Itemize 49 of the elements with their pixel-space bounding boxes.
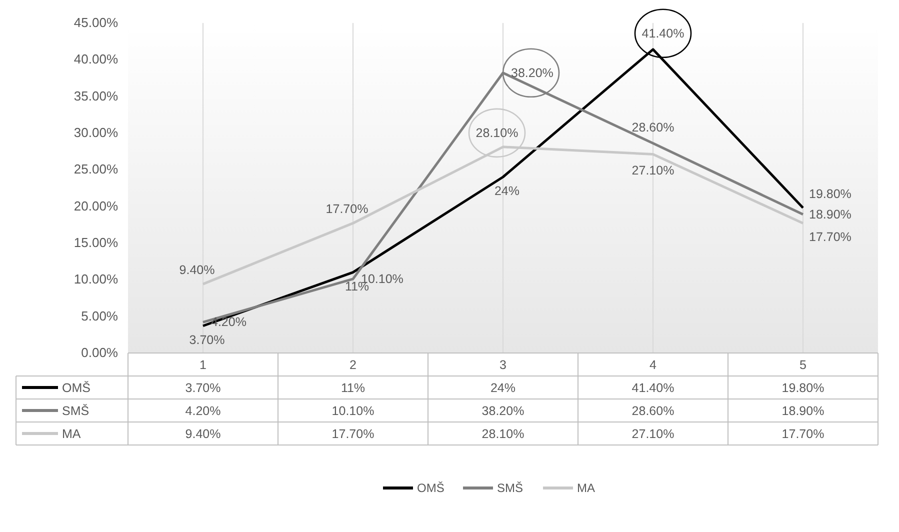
data-label: 41.40% — [632, 381, 674, 395]
y-tick-label: 35.00% — [74, 88, 118, 104]
text: OMŠ — [417, 481, 444, 495]
x-tick-label: 5 — [800, 358, 807, 372]
y-tick-label: 45.00% — [74, 15, 118, 30]
text: MA — [577, 481, 595, 495]
text: 28.10% — [476, 126, 518, 140]
data-label: 19.80% — [782, 381, 824, 395]
data-label: 17.70% — [332, 427, 374, 441]
x-tick-label: 3 — [500, 358, 507, 372]
data-label: 28.10% — [482, 427, 524, 441]
data-label: 27.10% — [632, 427, 674, 441]
data-label: 9.40% — [185, 427, 221, 441]
text: 4.20% — [211, 315, 246, 330]
text: 3.70% — [189, 332, 225, 347]
data-label: 10.10% — [332, 404, 374, 418]
data-label: 11% — [340, 381, 366, 395]
text: 9.40% — [179, 263, 215, 278]
x-tick-label: 2 — [350, 358, 357, 372]
text: 17.70% — [809, 230, 852, 244]
data-label: 28.60% — [632, 404, 674, 418]
text: 24% — [494, 184, 520, 198]
data-label: 17.70% — [782, 427, 824, 441]
y-tick-label: 30.00% — [74, 125, 118, 140]
legend-label: MA — [62, 427, 82, 441]
y-tick-label: 25.00% — [74, 162, 118, 177]
y-tick-label: 5.00% — [81, 308, 118, 324]
text: 18.90% — [809, 207, 852, 222]
y-tick-label: 0.00% — [81, 345, 118, 360]
data-label: 3.70% — [185, 381, 221, 395]
text: 27.10% — [632, 163, 674, 178]
y-tick-label: 15.00% — [74, 235, 118, 250]
data-label: 18.90% — [782, 404, 824, 418]
x-tick-label: 4 — [650, 358, 657, 372]
data-label: 38.20% — [482, 404, 524, 418]
text: 19.80% — [809, 186, 852, 201]
text: 28.60% — [632, 120, 674, 134]
y-tick-label: 40.00% — [74, 52, 118, 67]
legend-label: SMŠ — [62, 404, 90, 418]
text: 41.40% — [642, 26, 684, 40]
data-label: 4.20% — [185, 404, 221, 418]
text: SMŠ — [497, 481, 524, 495]
data-label: 24% — [490, 381, 516, 395]
y-tick-label: 20.00% — [74, 198, 118, 214]
y-tick-label: 10.00% — [74, 272, 118, 287]
x-tick-label: 1 — [200, 358, 207, 372]
text: 38.20% — [511, 66, 554, 80]
legend-label: OMŠ — [62, 381, 90, 395]
text: 17.70% — [326, 202, 368, 216]
